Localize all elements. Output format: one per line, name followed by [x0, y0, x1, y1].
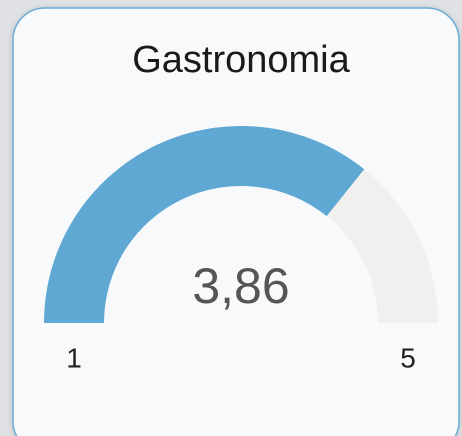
value-label: 3,86 — [192, 258, 289, 314]
card — [12, 7, 460, 436]
gauge-value — [44, 126, 365, 324]
chart-title: Gastronomia — [132, 39, 350, 81]
tick-label: 5 — [400, 342, 416, 373]
tick-label: 1 — [66, 342, 82, 373]
